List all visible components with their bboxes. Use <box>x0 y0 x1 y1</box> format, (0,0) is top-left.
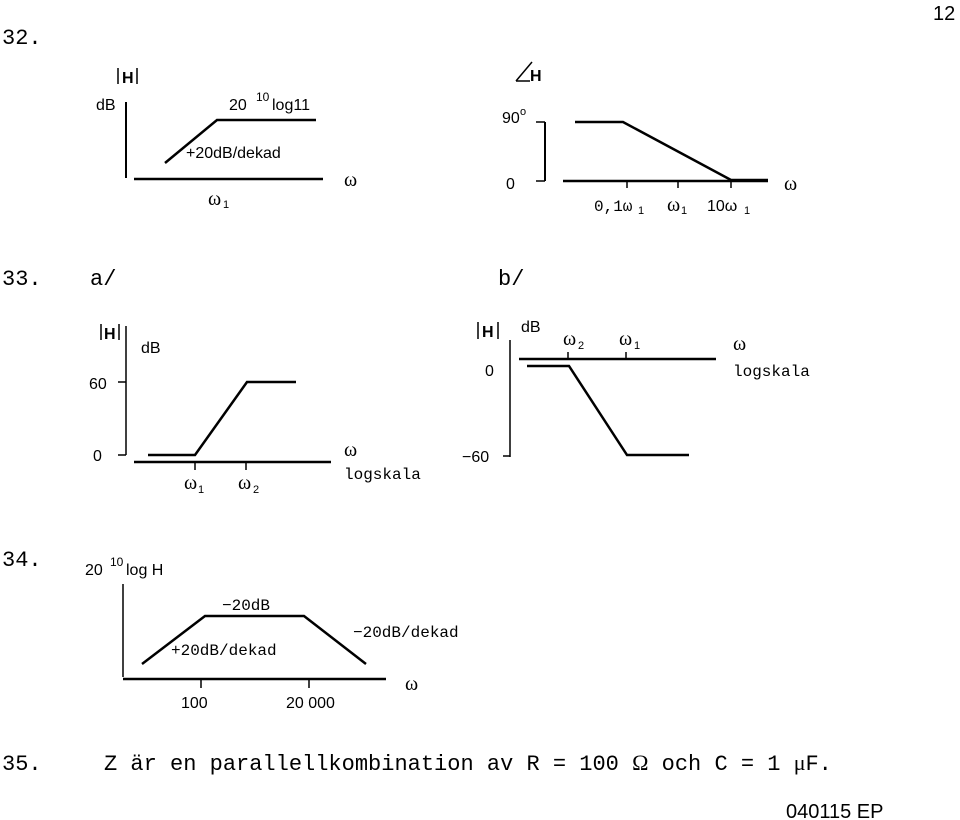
p33b-omega1: ω <box>619 328 632 350</box>
p33a-y60: 60 <box>89 376 107 393</box>
p32-tick2-label: ω <box>667 194 680 216</box>
p34-tick1-label: 100 <box>181 695 208 712</box>
p35-text-middle: och C = 1 <box>648 752 793 777</box>
p32-omega1-sub: 1 <box>223 199 229 211</box>
problem-34-number: 34. <box>2 548 42 573</box>
p33b-omega1-sub: 1 <box>634 340 640 352</box>
p33a-H-label: H <box>104 326 116 343</box>
p35-text-end: F. <box>805 752 831 777</box>
p33-part-a-label: a/ <box>90 267 116 292</box>
p34-omega-axis: ω <box>405 673 418 695</box>
p34-fall-label: −20dB/dekad <box>353 624 459 642</box>
p33a-db-label: dB <box>141 340 161 357</box>
p34-ylabel-sup: 10 <box>110 555 124 569</box>
p33b-H-label: H <box>482 324 494 341</box>
p32-tick1-label: 0,1ω <box>594 198 633 216</box>
p32-deg-sup: o <box>520 106 526 118</box>
footer-code: 040115 EP <box>786 801 884 820</box>
p32-level-suffix: log11 <box>272 97 310 114</box>
p32-magnitude-plot: H dB 20 10 log11 +20dB/dekad ω ω 1 <box>96 68 357 211</box>
p34-ylabel-prefix: 20 <box>85 562 103 579</box>
problem-32-number: 32. <box>2 26 42 51</box>
p32-tick3-sub: 1 <box>744 205 750 217</box>
p33b-y0: 0 <box>485 363 494 380</box>
p33a-omega2-sub: 2 <box>253 484 259 496</box>
p33b-omega-axis: ω <box>733 333 746 355</box>
p33b-omega2: ω <box>563 328 576 350</box>
page-number: 12 <box>933 3 955 25</box>
p32-omega1: ω <box>208 188 221 210</box>
p33b-yneg60: −60 <box>462 449 489 466</box>
p32-phase-H-label: H <box>530 68 542 85</box>
problem-35-statement: Z är en parallellkombination av R = 100 … <box>104 750 832 777</box>
p33a-magnitude-curve <box>148 380 296 457</box>
p32-tick3-label: 10ω <box>707 198 737 215</box>
p33a-omega-axis: ω <box>344 439 357 461</box>
p33a-omega1: ω <box>184 472 197 494</box>
p32-level-prefix: 20 <box>229 97 247 114</box>
problem-33-number: 33. <box>2 267 42 292</box>
p32-magnitude-curve <box>164 118 316 164</box>
p34-ylabel-suffix: log H <box>126 562 163 579</box>
p32-phase-plot: H 90 o 0 ω 0,1ω 1 ω 1 10ω 1 <box>502 61 797 217</box>
p33b-magnitude-curve <box>527 364 689 457</box>
p32-tick2-sub: 1 <box>681 205 687 217</box>
p32-slope-label: +20dB/dekad <box>186 145 281 162</box>
p33a-y0: 0 <box>93 448 102 465</box>
p33a-omega2: ω <box>238 472 251 494</box>
p32-deg90: 90 <box>502 110 520 127</box>
p32-omega-axis-label: ω <box>344 169 357 191</box>
p33b-omega2-sub: 2 <box>578 340 584 352</box>
p34-tick2-label: 20 000 <box>286 695 335 712</box>
p34-magnitude-curve <box>141 614 367 665</box>
p35-mu-symbol: μ <box>794 750 806 775</box>
p34-plot: 20 10 log H −20dB +20dB/dekad −20dB/deka… <box>85 555 459 712</box>
p35-text-before-omega: Z är en parallellkombination av R = 100 <box>104 752 632 777</box>
problem-35-number: 35. <box>2 752 42 777</box>
p32-db-label: dB <box>96 97 116 114</box>
p33-part-b-label: b/ <box>498 267 524 292</box>
p33a-plot: H dB 60 0 ω logskala ω 1 ω 2 <box>89 324 421 496</box>
p32-deg0: 0 <box>506 176 515 193</box>
angle-symbol-slant <box>515 61 533 82</box>
p34-top-label: −20dB <box>222 597 270 615</box>
p33a-logscale: logskala <box>344 466 421 484</box>
p32-tick1-sub: 1 <box>638 205 644 217</box>
p33b-db-label: dB <box>521 319 541 336</box>
p32-level-sup: 10 <box>256 90 270 104</box>
p32-phase-omega-axis: ω <box>784 173 797 195</box>
p33a-omega1-sub: 1 <box>198 484 204 496</box>
p32-phase-curve <box>575 120 768 182</box>
p32-H-label: H <box>122 70 134 87</box>
p34-rise-label: +20dB/dekad <box>171 642 277 660</box>
p33b-plot: H dB 0 −60 ω 2 ω 1 ω logskala <box>462 319 810 466</box>
p35-omega-symbol: Ω <box>632 750 648 775</box>
p33b-logscale: logskala <box>733 363 810 381</box>
